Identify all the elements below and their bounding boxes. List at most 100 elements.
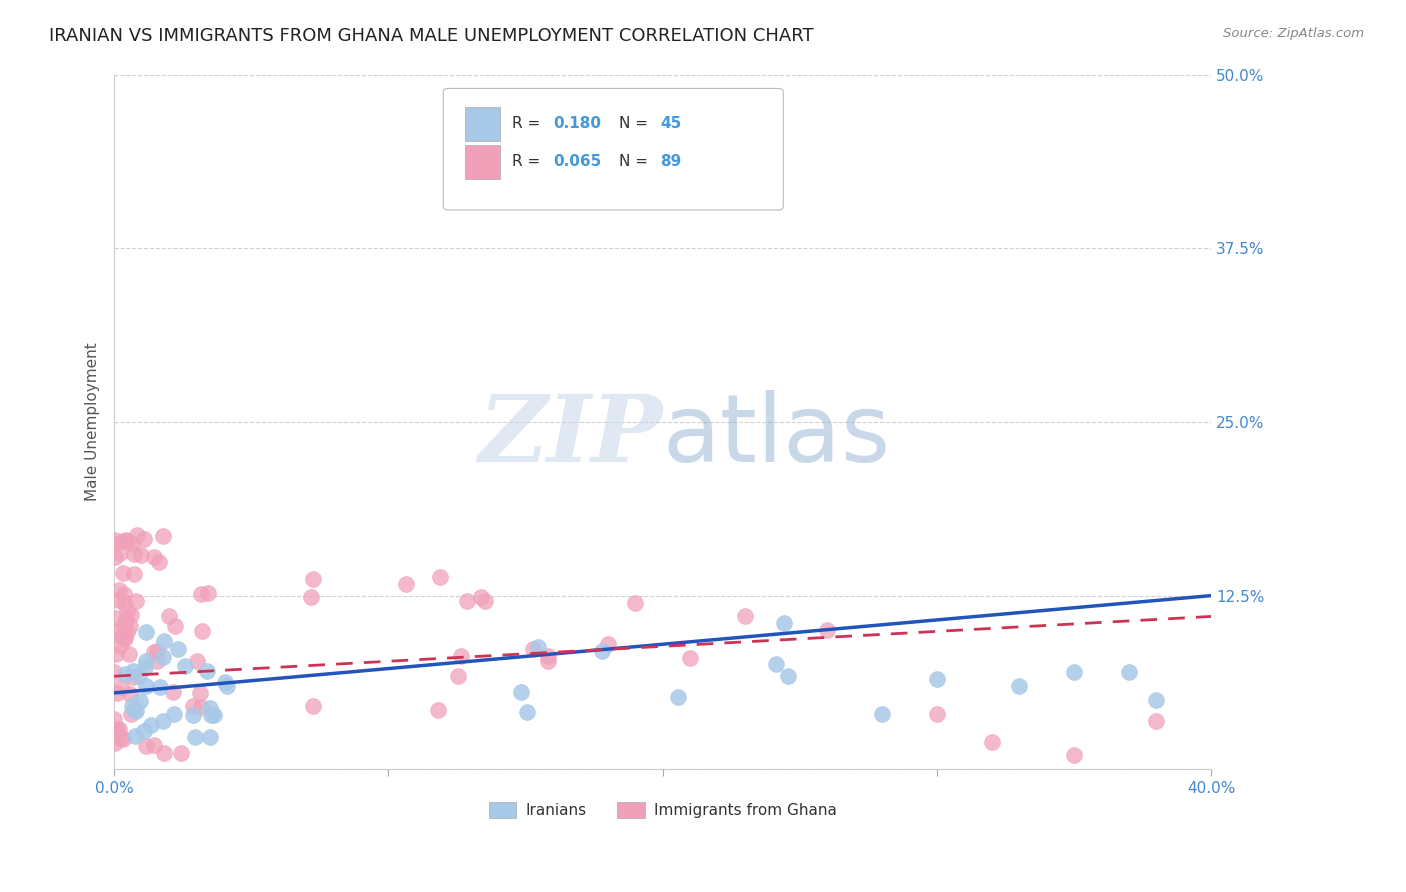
Point	[815, 624, 838, 638]
Point	[450, 648, 472, 663]
Point	[131, 548, 153, 562]
Point	[110, 680, 132, 694]
Y-axis label: Male Unemployment: Male Unemployment	[86, 343, 100, 501]
Text: Source: ZipAtlas.com: Source: ZipAtlas.com	[1223, 27, 1364, 40]
Point	[145, 644, 167, 658]
Point	[1063, 665, 1085, 679]
Point	[103, 712, 125, 726]
Point	[120, 608, 142, 623]
Bar	[465, 145, 501, 178]
Point	[195, 664, 218, 678]
Point	[527, 640, 550, 654]
Point	[104, 736, 127, 750]
Point	[173, 659, 195, 673]
Point	[135, 624, 157, 639]
Point	[114, 666, 136, 681]
Point	[162, 685, 184, 699]
Point	[135, 739, 157, 753]
Point	[925, 672, 948, 686]
Point	[149, 680, 172, 694]
Text: atlas: atlas	[662, 390, 891, 482]
Point	[108, 723, 131, 737]
Point	[105, 624, 128, 639]
Point	[778, 669, 800, 683]
Point	[181, 707, 204, 722]
Bar	[465, 107, 501, 141]
Point	[103, 665, 125, 679]
Point	[980, 734, 1002, 748]
Point	[1008, 679, 1031, 693]
Point	[111, 566, 134, 580]
Point	[214, 675, 236, 690]
Point	[301, 572, 323, 586]
Point	[112, 632, 135, 646]
Text: 0.065: 0.065	[553, 153, 602, 169]
Point	[108, 582, 131, 597]
Point	[141, 718, 163, 732]
Point	[429, 569, 451, 583]
Point	[121, 537, 143, 551]
Point	[153, 746, 176, 760]
Point	[103, 537, 125, 551]
Point	[115, 612, 138, 626]
Point	[153, 633, 176, 648]
Point	[190, 624, 212, 639]
Point	[117, 604, 139, 618]
Point	[186, 654, 208, 668]
Point	[734, 609, 756, 624]
Point	[112, 587, 135, 601]
Point	[127, 527, 149, 541]
Point	[299, 590, 322, 604]
Point	[217, 679, 239, 693]
Point	[115, 534, 138, 549]
Point	[157, 608, 180, 623]
Point	[183, 698, 205, 713]
Point	[456, 594, 478, 608]
Point	[1144, 693, 1167, 707]
Point	[198, 730, 221, 744]
Point	[104, 550, 127, 565]
Text: R =: R =	[512, 116, 546, 130]
Point	[470, 591, 492, 605]
Text: 89: 89	[661, 153, 682, 169]
Point	[143, 550, 166, 565]
Point	[773, 615, 796, 630]
Point	[537, 654, 560, 668]
Point	[302, 698, 325, 713]
Point	[118, 648, 141, 662]
Point	[132, 532, 155, 546]
Point	[447, 669, 470, 683]
Point	[148, 555, 170, 569]
Point	[120, 618, 142, 632]
Point	[197, 586, 219, 600]
Point	[120, 706, 142, 721]
Point	[112, 618, 135, 632]
Point	[122, 670, 145, 684]
Point	[104, 610, 127, 624]
Point	[128, 693, 150, 707]
Text: IRANIAN VS IMMIGRANTS FROM GHANA MALE UNEMPLOYMENT CORRELATION CHART: IRANIAN VS IMMIGRANTS FROM GHANA MALE UN…	[49, 27, 814, 45]
Point	[122, 664, 145, 678]
Point	[536, 649, 558, 664]
Point	[679, 651, 702, 665]
Text: R =: R =	[512, 153, 546, 169]
Point	[516, 705, 538, 719]
Point	[124, 567, 146, 582]
Point	[115, 533, 138, 547]
Point	[510, 684, 533, 698]
Point	[108, 639, 131, 653]
Point	[104, 647, 127, 661]
Point	[1063, 748, 1085, 763]
Point	[107, 686, 129, 700]
Point	[107, 593, 129, 607]
Point	[152, 649, 174, 664]
Point	[110, 629, 132, 643]
Point	[110, 731, 132, 745]
Point	[134, 660, 156, 674]
Legend: Iranians, Immigrants from Ghana: Iranians, Immigrants from Ghana	[482, 796, 842, 824]
FancyBboxPatch shape	[443, 88, 783, 210]
Point	[122, 547, 145, 561]
Point	[142, 739, 165, 753]
Text: 0.180: 0.180	[553, 116, 600, 130]
Point	[596, 637, 619, 651]
